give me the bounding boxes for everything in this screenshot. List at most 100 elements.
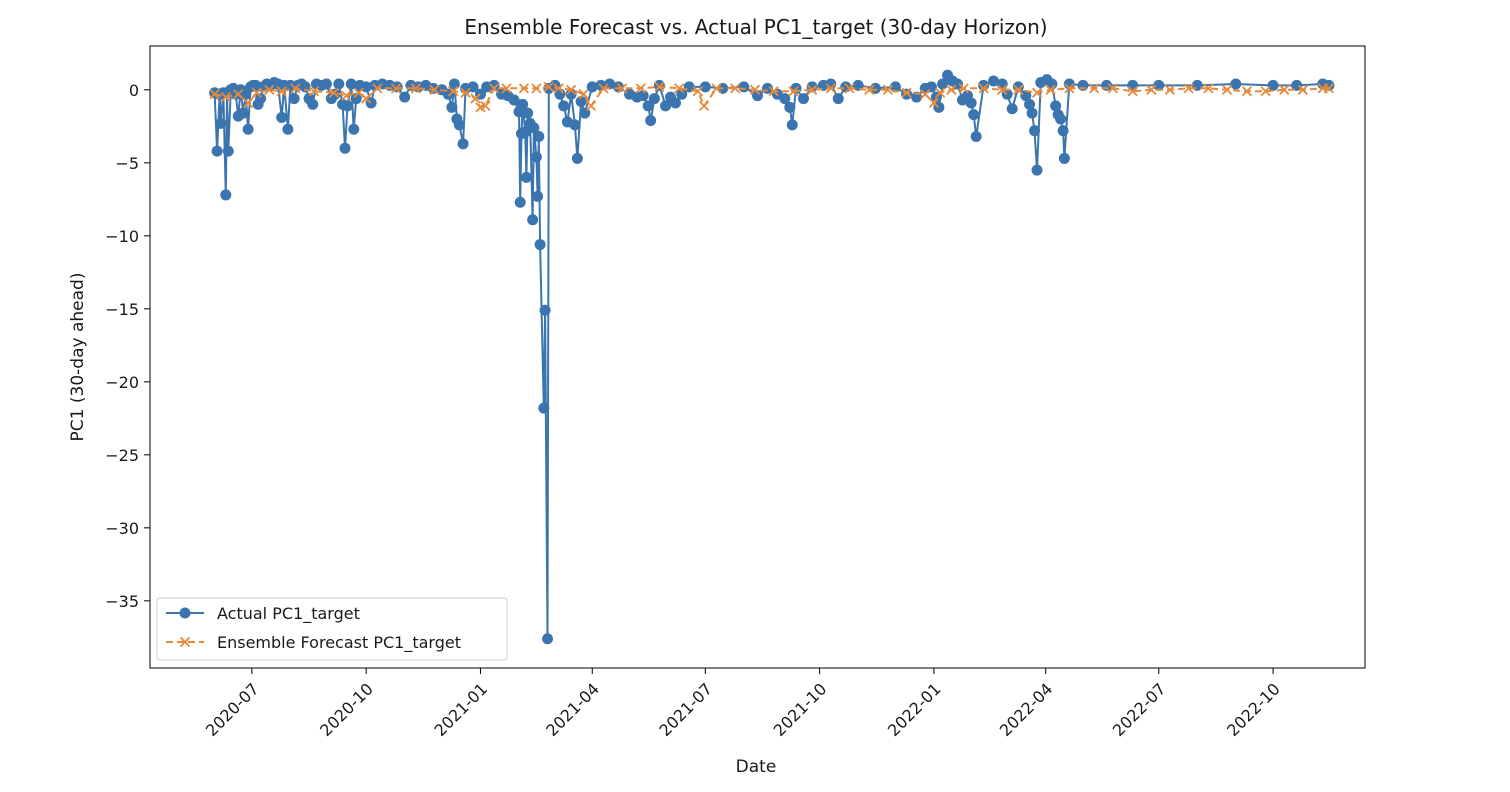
- forecast-point: [585, 100, 597, 112]
- actual-point: [276, 112, 288, 124]
- x-tick-label: 2020-07: [202, 679, 263, 740]
- forecast-point: [429, 84, 440, 95]
- forecast-point: [553, 83, 564, 94]
- forecast-point: [518, 83, 530, 94]
- forecast-point: [1241, 86, 1253, 97]
- actual-point: [988, 75, 1000, 87]
- actual-point: [520, 171, 532, 183]
- forecast-point: [276, 86, 287, 97]
- actual-point: [660, 100, 672, 112]
- forecast-point: [711, 83, 722, 94]
- forecast-point: [920, 89, 931, 100]
- actual-point: [467, 81, 479, 93]
- y-tick-label: 0: [129, 81, 139, 100]
- legend-entry: Ensemble Forecast PC1_target: [166, 633, 461, 653]
- forecast-point: [251, 87, 262, 98]
- actual-point: [779, 93, 791, 105]
- y-tick-label: −10: [105, 227, 139, 246]
- plot-area: [150, 46, 1365, 668]
- actual-point: [786, 119, 798, 131]
- actual-point: [604, 78, 616, 90]
- actual-point: [360, 81, 372, 93]
- actual-point: [1291, 79, 1303, 91]
- forecast-point: [220, 91, 231, 103]
- actual-point: [453, 119, 465, 131]
- actual-point: [653, 79, 665, 91]
- actual-point: [527, 214, 539, 226]
- x-tick-label: 2022-07: [1109, 679, 1170, 740]
- actual-point: [538, 402, 550, 414]
- forecast-point: [946, 84, 957, 95]
- forecast-point: [1203, 83, 1214, 94]
- actual-point: [1006, 103, 1018, 115]
- actual-point: [569, 119, 581, 131]
- legend-entry: Actual PC1_target: [166, 604, 360, 624]
- actual-point: [1020, 90, 1032, 102]
- actual-point: [970, 131, 982, 143]
- forecast-point: [928, 97, 940, 109]
- forecast-point: [882, 84, 894, 95]
- x-tick-label: 2021-07: [655, 679, 716, 740]
- forecast-point: [578, 89, 589, 100]
- x-tick-label: 2020-10: [316, 679, 377, 740]
- forecast-point: [290, 83, 301, 94]
- legend-box: [156, 597, 508, 661]
- chart-title: Ensemble Forecast vs. Actual PC1_target …: [464, 15, 1047, 39]
- plot-frame: [149, 45, 1366, 669]
- actual-point: [528, 122, 540, 134]
- actual-point: [738, 81, 750, 93]
- actual-point: [255, 93, 267, 105]
- forecast-point: [654, 81, 665, 93]
- forecast-point: [1221, 84, 1233, 95]
- y-axis: 0 −5 −10 −15 −20 −25 −30 −35: [105, 81, 150, 611]
- actual-point: [840, 81, 852, 93]
- actual-point: [784, 101, 796, 113]
- forecast-point: [264, 84, 275, 95]
- actual-point: [342, 100, 354, 112]
- forecast-point: [1164, 84, 1176, 95]
- y-tick-label: −20: [105, 373, 139, 392]
- x-tick-label: 2021-01: [430, 679, 491, 740]
- legend-label: Actual PC1_target: [217, 604, 360, 624]
- actual-point: [1024, 98, 1036, 110]
- forecast-point: [1013, 84, 1024, 95]
- forecast-point: [308, 86, 320, 97]
- actual-point: [215, 117, 227, 129]
- forecast-point: [1107, 83, 1118, 94]
- actual-point: [532, 190, 544, 202]
- actual-point: [1031, 164, 1043, 176]
- forecast-point: [674, 83, 685, 94]
- actual-point: [1055, 113, 1067, 125]
- actual-point: [242, 123, 254, 135]
- actual-point: [1050, 100, 1062, 112]
- forecast-point: [460, 87, 471, 98]
- forecast-point: [1031, 87, 1043, 98]
- forecast-point: [864, 84, 875, 95]
- forecast-point: [1064, 83, 1075, 94]
- forecast-point: [372, 83, 383, 94]
- forecast-point: [934, 87, 946, 98]
- forecast-point: [566, 84, 577, 95]
- forecast-point: [978, 83, 989, 94]
- forecast-point: [698, 100, 710, 112]
- actual-point: [333, 78, 345, 90]
- actual-point: [288, 93, 300, 105]
- actual-point: [1058, 152, 1070, 164]
- forecast-point: [390, 83, 402, 94]
- legend: Actual PC1_target Ensemble Forecast PC1_t…: [156, 597, 508, 661]
- forecast-point: [353, 87, 364, 98]
- actual-point: [676, 88, 688, 100]
- actual-point: [1029, 125, 1041, 137]
- actual-point: [533, 131, 545, 143]
- actual-point: [586, 81, 598, 93]
- forecast-point: [825, 83, 836, 94]
- actual-point: [345, 78, 357, 90]
- actual-point: [1267, 79, 1279, 91]
- actual-point: [539, 304, 551, 316]
- actual-point: [530, 151, 542, 163]
- actual-point: [542, 633, 554, 645]
- actual-point: [832, 93, 844, 105]
- actual-point: [1127, 79, 1139, 91]
- actual-point: [1230, 78, 1242, 90]
- x-tick-label: 2022-04: [996, 679, 1057, 740]
